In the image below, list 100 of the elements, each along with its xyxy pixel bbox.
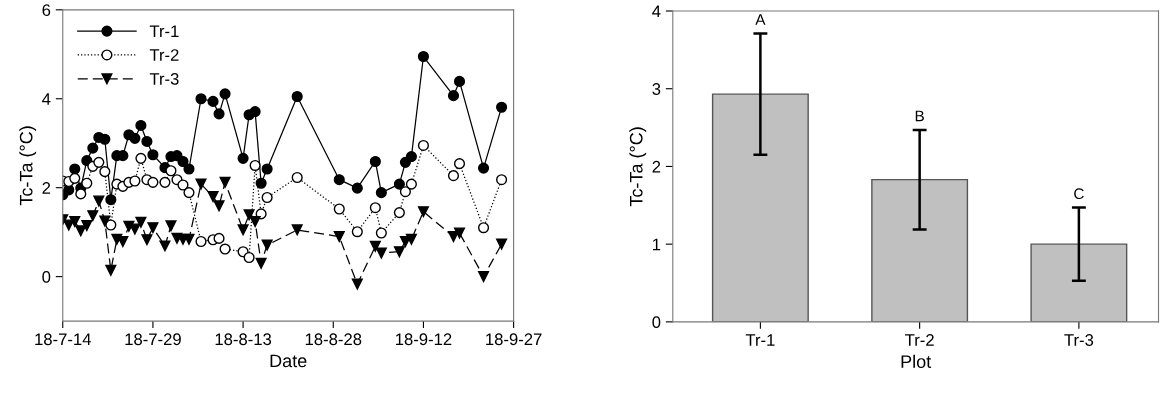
point: [135, 152, 147, 164]
point: [93, 195, 105, 207]
point: [159, 176, 171, 188]
x-tick-label: 18-7-29: [125, 333, 181, 346]
bar: [711, 93, 809, 322]
y-tick-label: 4: [42, 93, 51, 105]
bar: [871, 178, 969, 322]
x-tick-label: 18-8-13: [215, 333, 272, 346]
point: [195, 93, 207, 105]
point: [195, 178, 207, 190]
point: [183, 163, 195, 175]
x-axis-title: Plot: [901, 354, 932, 369]
point: [333, 231, 345, 243]
point: [165, 220, 177, 232]
point: [405, 178, 417, 190]
point: [69, 215, 81, 228]
point: [393, 207, 405, 219]
point: [477, 222, 490, 234]
y-axis-title: Tc-Ta (°C): [19, 126, 37, 206]
point: [93, 156, 105, 168]
point: [81, 219, 93, 232]
x-tick-label: 18-8-28: [305, 333, 362, 346]
point: [213, 200, 225, 212]
point: [453, 75, 466, 87]
y-tick-label: 4: [652, 5, 661, 18]
point: [369, 155, 381, 168]
point: [147, 176, 159, 188]
point: [243, 251, 255, 264]
point: [496, 174, 508, 186]
y-tick-label: 0: [652, 316, 661, 329]
point: [87, 210, 99, 222]
point: [453, 158, 466, 170]
point: [195, 235, 207, 248]
x-tick-label: 18-9-27: [486, 333, 542, 346]
point: [399, 186, 411, 198]
point: [207, 191, 219, 203]
point: [393, 178, 405, 190]
y-tick-label: 3: [652, 83, 661, 95]
point: [261, 163, 273, 175]
legend-label: Tr-1: [149, 25, 179, 37]
point: [447, 170, 460, 182]
point: [243, 209, 255, 221]
x-tick-label: 18-9-12: [395, 333, 452, 346]
point: [447, 90, 460, 102]
point: [213, 108, 225, 120]
annotation: A: [755, 14, 766, 25]
point: [159, 240, 171, 252]
point: [453, 227, 466, 239]
point: [219, 176, 231, 188]
point: [375, 187, 387, 199]
point: [135, 119, 147, 131]
point: [255, 177, 267, 189]
point: [99, 215, 111, 227]
point: [177, 155, 189, 168]
point: [69, 172, 81, 184]
point: [417, 206, 429, 218]
legend-label: Tr-2: [149, 49, 179, 61]
point: [237, 152, 249, 164]
point: [393, 246, 405, 258]
y-tick-label: 1: [653, 238, 661, 251]
x-tick-label: Tr-3: [1064, 334, 1094, 346]
point: [129, 132, 141, 144]
point: [219, 243, 231, 255]
point: [219, 88, 231, 100]
point: [237, 224, 249, 236]
point: [165, 165, 177, 177]
point: [405, 233, 417, 245]
annotation: C: [1074, 188, 1084, 200]
y-tick-label: 2: [652, 160, 661, 173]
point: [249, 106, 261, 118]
bar: [1030, 243, 1128, 322]
point: [261, 239, 273, 251]
point: [183, 233, 195, 245]
point: [375, 247, 387, 259]
point: [99, 166, 111, 178]
point: [183, 187, 195, 199]
point: [105, 194, 117, 206]
point: [129, 175, 141, 187]
point: [147, 222, 159, 234]
annotation: B: [915, 110, 924, 122]
point: [333, 174, 345, 186]
point: [147, 149, 159, 161]
x-tick-label: Tr-2: [905, 334, 934, 346]
point: [105, 264, 117, 276]
point: [75, 188, 87, 200]
point: [333, 203, 345, 215]
point: [496, 101, 508, 113]
y-tick-label: 6: [42, 4, 51, 17]
point: [405, 151, 417, 163]
point: [417, 139, 429, 151]
point: [351, 226, 363, 238]
point: [249, 215, 261, 228]
point: [99, 133, 111, 145]
point: [369, 202, 381, 214]
point: [135, 216, 147, 228]
point: [105, 219, 117, 231]
point: [207, 95, 219, 107]
point: [213, 232, 225, 244]
point: [141, 234, 153, 246]
point: [249, 159, 261, 172]
